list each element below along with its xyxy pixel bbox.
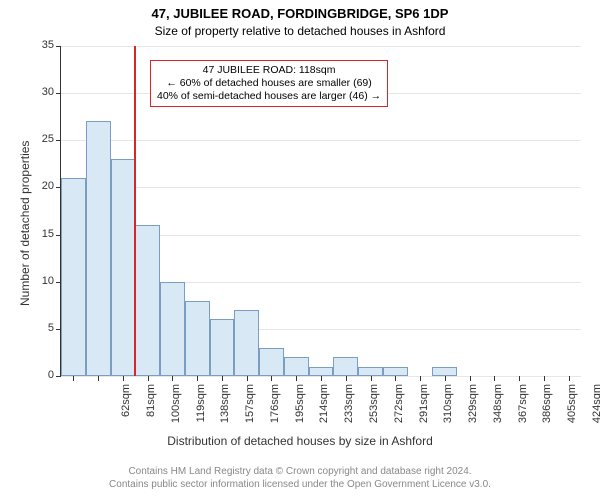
histogram-bar bbox=[358, 367, 383, 376]
x-tick-label: 62sqm bbox=[120, 384, 132, 434]
x-tick bbox=[420, 376, 421, 381]
x-tick bbox=[470, 376, 471, 381]
x-tick bbox=[445, 376, 446, 381]
x-tick-label: 138sqm bbox=[219, 384, 231, 434]
histogram-bar bbox=[160, 282, 185, 376]
x-tick bbox=[346, 376, 347, 381]
x-axis-label: Distribution of detached houses by size … bbox=[0, 434, 600, 448]
histogram-bar bbox=[185, 301, 210, 376]
y-tick bbox=[56, 140, 61, 141]
x-tick bbox=[73, 376, 74, 381]
annotation-line: 40% of semi-detached houses are larger (… bbox=[157, 90, 381, 103]
x-tick bbox=[123, 376, 124, 381]
y-tick bbox=[56, 46, 61, 47]
x-tick-label: 348sqm bbox=[492, 384, 504, 434]
footer-line-1: Contains HM Land Registry data © Crown c… bbox=[0, 465, 600, 478]
histogram-bar bbox=[234, 310, 259, 376]
y-tick-label: 0 bbox=[30, 369, 54, 381]
x-tick-label: 367sqm bbox=[517, 384, 529, 434]
histogram-bar bbox=[383, 367, 408, 376]
annotation-box: 47 JUBILEE ROAD: 118sqm← 60% of detached… bbox=[150, 60, 388, 107]
x-tick bbox=[247, 376, 248, 381]
y-tick-label: 10 bbox=[30, 275, 54, 287]
histogram-bar bbox=[259, 348, 284, 376]
x-tick-label: 424sqm bbox=[591, 384, 600, 434]
x-tick-label: 405sqm bbox=[566, 384, 578, 434]
histogram-bar bbox=[432, 367, 457, 376]
histogram-bar bbox=[333, 357, 358, 376]
x-tick bbox=[197, 376, 198, 381]
histogram-bar bbox=[210, 319, 235, 376]
x-tick-label: 157sqm bbox=[244, 384, 256, 434]
x-tick-label: 81sqm bbox=[145, 384, 157, 434]
x-tick-label: 119sqm bbox=[195, 384, 207, 434]
x-tick-label: 310sqm bbox=[442, 384, 454, 434]
x-tick-label: 195sqm bbox=[294, 384, 306, 434]
x-tick-label: 233sqm bbox=[343, 384, 355, 434]
gridline bbox=[61, 140, 581, 141]
y-tick bbox=[56, 376, 61, 377]
y-tick bbox=[56, 93, 61, 94]
x-tick-label: 291sqm bbox=[418, 384, 430, 434]
histogram-bar bbox=[284, 357, 309, 376]
x-tick-label: 329sqm bbox=[467, 384, 479, 434]
histogram-bar bbox=[135, 225, 160, 376]
marker-line bbox=[134, 46, 136, 376]
x-tick bbox=[222, 376, 223, 381]
x-tick bbox=[569, 376, 570, 381]
y-tick-label: 35 bbox=[30, 39, 54, 51]
x-tick bbox=[494, 376, 495, 381]
y-tick-label: 30 bbox=[30, 86, 54, 98]
x-tick bbox=[98, 376, 99, 381]
x-tick bbox=[172, 376, 173, 381]
chart-title: 47, JUBILEE ROAD, FORDINGBRIDGE, SP6 1DP bbox=[0, 6, 600, 21]
x-tick-label: 100sqm bbox=[170, 384, 182, 434]
histogram-bar bbox=[61, 178, 86, 376]
x-tick bbox=[371, 376, 372, 381]
x-tick bbox=[296, 376, 297, 381]
y-tick-label: 20 bbox=[30, 180, 54, 192]
x-tick bbox=[271, 376, 272, 381]
x-tick-label: 386sqm bbox=[541, 384, 553, 434]
histogram-bar bbox=[86, 121, 111, 376]
x-tick bbox=[148, 376, 149, 381]
x-tick bbox=[544, 376, 545, 381]
x-tick-label: 176sqm bbox=[269, 384, 281, 434]
x-tick bbox=[519, 376, 520, 381]
gridline bbox=[61, 46, 581, 47]
histogram-bar bbox=[309, 367, 334, 376]
x-tick-label: 253sqm bbox=[368, 384, 380, 434]
gridline bbox=[61, 187, 581, 188]
x-tick bbox=[321, 376, 322, 381]
y-tick-label: 5 bbox=[30, 322, 54, 334]
x-tick-label: 214sqm bbox=[318, 384, 330, 434]
footer-attribution: Contains HM Land Registry data © Crown c… bbox=[0, 465, 600, 491]
y-tick-label: 25 bbox=[30, 133, 54, 145]
annotation-line: ← 60% of detached houses are smaller (69… bbox=[157, 77, 381, 90]
y-tick-label: 15 bbox=[30, 228, 54, 240]
annotation-line: 47 JUBILEE ROAD: 118sqm bbox=[157, 64, 381, 77]
footer-line-2: Contains public sector information licen… bbox=[0, 478, 600, 491]
chart-subtitle: Size of property relative to detached ho… bbox=[0, 24, 600, 38]
x-tick bbox=[395, 376, 396, 381]
x-tick-label: 272sqm bbox=[393, 384, 405, 434]
histogram-bar bbox=[111, 159, 136, 376]
